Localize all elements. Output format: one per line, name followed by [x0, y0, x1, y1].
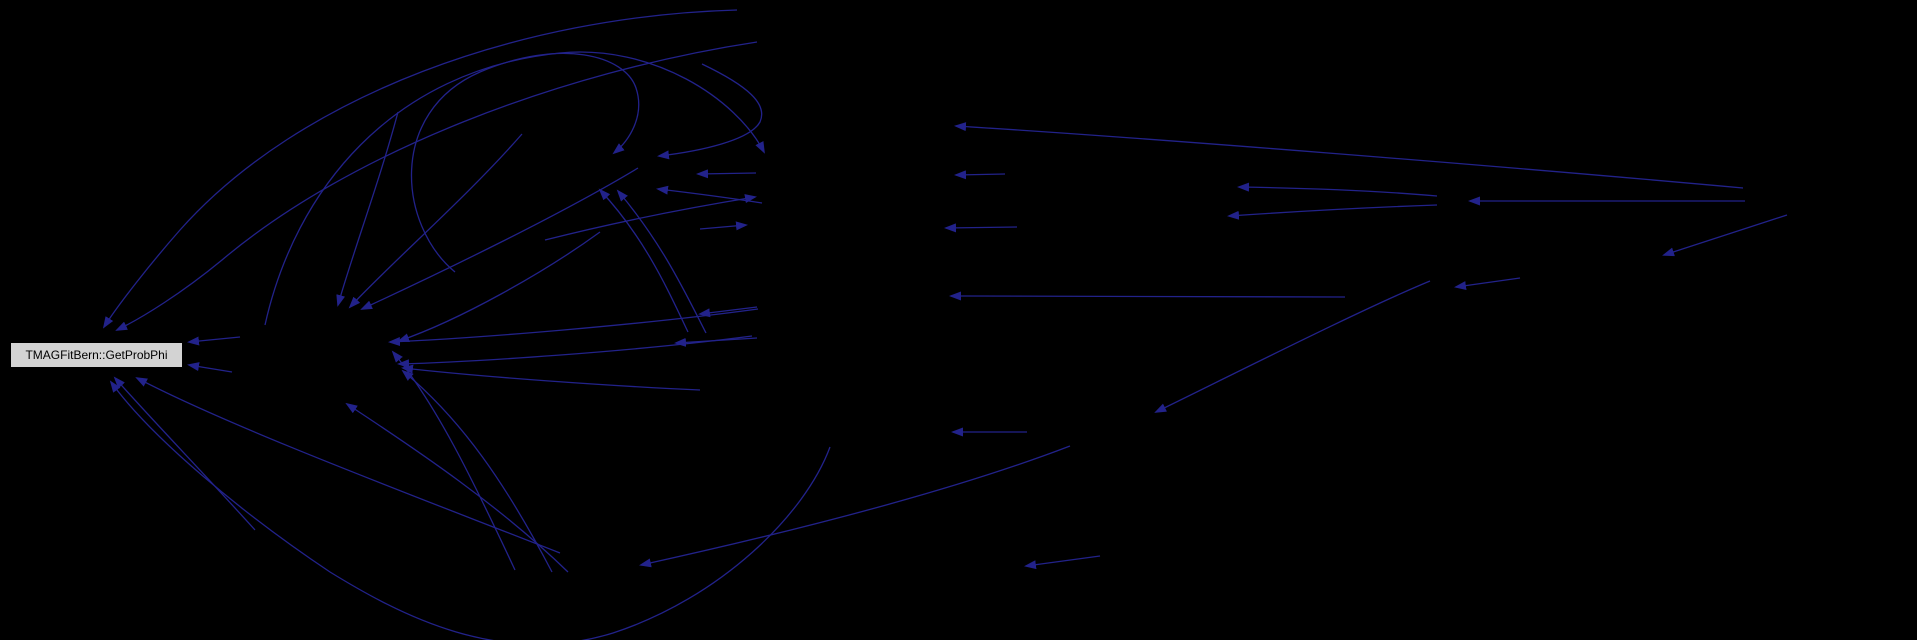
- edge-into-clusterB-top-2: [348, 133, 523, 309]
- edge-small-right-arrow: [1454, 277, 1521, 291]
- edge-into-clusterA-left-4: [401, 364, 701, 391]
- edge-farright-to-col5-top: [954, 122, 1744, 189]
- edge-topright-into-center: [657, 63, 763, 160]
- edge-bottomnode-to-clusterA-1: [391, 350, 516, 571]
- edge-col6-to-bottomnode: [639, 445, 1071, 568]
- edge-into-clusterB-top-1: [336, 111, 399, 307]
- edge-short-bottom-right: [1024, 555, 1101, 570]
- edge-arc2-into-col5: [264, 51, 765, 326]
- edge-bottomnode-up-arrow: [345, 402, 569, 573]
- edge-twin-up-center-2: [616, 189, 707, 334]
- edge-arc-top-to-node-1: [102, 9, 738, 329]
- function-node-label: TMAGFitBern::GetProbPhi: [25, 348, 168, 362]
- edge-bottomnode-to-node-1: [135, 377, 561, 554]
- edge-col5-into-center-b: [674, 337, 758, 347]
- edge-bottom-sweep-to-node: [109, 380, 831, 640]
- edge-center-to-col5-right: [699, 221, 748, 231]
- edge-col7-to-col6-2: [1227, 204, 1438, 220]
- edge-into-clusterA-left-3: [397, 335, 753, 369]
- edge-col5-into-center-a: [698, 306, 758, 318]
- edge-horiz-into-center: [696, 169, 757, 179]
- edge-arc-top-to-node-2: [115, 41, 758, 331]
- edge-cbulge-into-center: [410, 52, 640, 273]
- function-node-box: TMAGFitBern::GetProbPhi: [10, 342, 183, 368]
- edge-into-clusterA-left-1: [397, 231, 601, 342]
- edge-into-clusterB-top-3: [360, 167, 639, 310]
- edge-col7-to-col6-1: [1237, 182, 1438, 197]
- edge-col6-to-col5-2: [944, 223, 1018, 233]
- edge-col6-to-col5-1: [954, 170, 1006, 180]
- edge-bottomnode-to-node-2: [113, 376, 256, 531]
- edge-mid-to-node-right-1: [187, 336, 241, 346]
- edge-farright-diag-down: [1662, 214, 1788, 257]
- edge-long-horiz-to-col5: [949, 291, 1346, 301]
- edge-lowright-into-center: [656, 185, 763, 204]
- edge-col7-to-col6-bottom: [1154, 280, 1431, 413]
- edge-diag-into-col5-left: [544, 194, 757, 241]
- edge-group: [102, 9, 1788, 640]
- edge-bottomnode-to-clusterA-2: [401, 369, 553, 573]
- edge-twin-up-center-1: [598, 188, 689, 333]
- edge-mid-to-node-right-2: [187, 362, 233, 373]
